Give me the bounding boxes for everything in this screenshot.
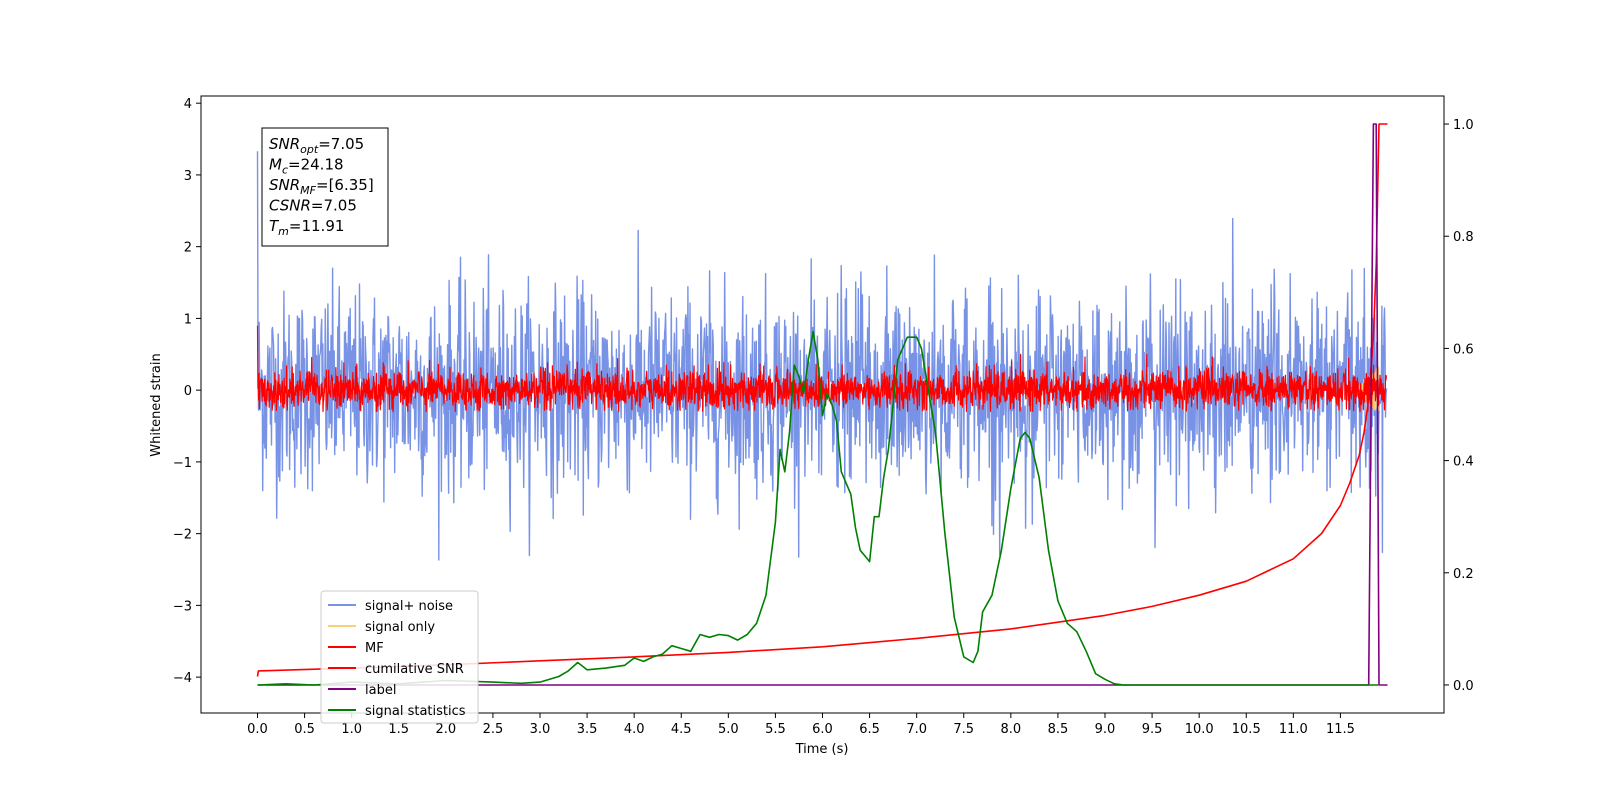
annotation-line: SNRopt=7.05 <box>269 135 364 156</box>
legend-label: label <box>365 683 396 698</box>
annotation-subscript: c <box>282 164 288 177</box>
series-line-signal-statistics <box>257 330 1379 686</box>
x-tick-label: 1.0 <box>341 722 362 737</box>
annotation-line: CSNR=7.05 <box>269 197 357 215</box>
y2-tick-label: 0.8 <box>1453 230 1474 245</box>
annotation-line: Mc=24.18 <box>269 156 344 177</box>
x-tick-label: 5.0 <box>718 722 739 737</box>
y-tick-label: −1 <box>173 456 192 471</box>
annotation-value: =[6.35] <box>316 176 374 194</box>
y-tick-label: 0 <box>184 384 192 399</box>
y-axis-ticks: 4 3 2 1 0 −1 −2 −3 −4 <box>173 97 201 686</box>
annotation-box: SNRopt=7.05Mc=24.18SNRMF=[6.35]CSNR=7.05… <box>261 127 389 247</box>
annotation-symbol: T <box>269 217 280 235</box>
annotation-value: =7.05 <box>318 135 364 153</box>
x-tick-label: 7.0 <box>906 722 927 737</box>
annotation-line: Tm=11.91 <box>269 217 344 238</box>
x-tick-label: 9.0 <box>1095 722 1116 737</box>
series-line-mf <box>256 325 1387 413</box>
annotation-symbol: M <box>269 156 282 174</box>
x-tick-label: 6.0 <box>812 722 833 737</box>
x-tick-label: 8.0 <box>1000 722 1021 737</box>
y2-tick-label: 0.0 <box>1453 679 1474 694</box>
y2-axis-ticks: 1.0 0.8 0.6 0.4 0.2 0.0 <box>1444 118 1474 694</box>
annotation-symbol: CSNR <box>269 197 311 215</box>
y-tick-label: 1 <box>184 312 192 327</box>
x-tick-label: 1.5 <box>388 722 409 737</box>
x-axis-label: Time (s) <box>795 742 849 757</box>
x-tick-label: 10.0 <box>1185 722 1214 737</box>
x-tick-label: 3.5 <box>577 722 598 737</box>
annotation-subscript: opt <box>300 143 319 156</box>
legend-label: MF <box>365 641 384 656</box>
y-axis-label: Whitened strain <box>149 353 164 456</box>
legend-label: signal only <box>365 620 435 635</box>
x-tick-label: 11.0 <box>1279 722 1308 737</box>
x-tick-label: 2.5 <box>483 722 504 737</box>
legend-label: signal+ noise <box>365 599 453 614</box>
annotation-value: =7.05 <box>311 197 357 215</box>
x-tick-label: 8.5 <box>1048 722 1069 737</box>
annotation-frame <box>261 127 389 247</box>
annotation-line: SNRMF=[6.35] <box>269 176 374 197</box>
x-axis-ticks: 0.0 0.5 1.0 1.5 2.0 2.5 3.0 3.5 4.0 4.5 5.0 5.5 6.0 6… <box>247 713 1355 737</box>
annotation-symbol: SNR <box>269 135 300 153</box>
legend-label: cumilative SNR <box>365 662 464 677</box>
x-tick-label: 3.0 <box>530 722 551 737</box>
annotation-subscript: MF <box>300 184 316 197</box>
x-tick-label: 9.5 <box>1142 722 1163 737</box>
y2-tick-label: 0.2 <box>1453 567 1474 582</box>
annotation-value: =24.18 <box>288 156 344 174</box>
y2-tick-label: 0.6 <box>1453 342 1474 357</box>
x-tick-label: 5.5 <box>765 722 786 737</box>
series-line-cumilative-snr <box>256 123 1388 677</box>
x-tick-label: 10.5 <box>1232 722 1261 737</box>
y-tick-label: −2 <box>173 528 192 543</box>
x-tick-label: 0.5 <box>294 722 315 737</box>
annotation-value: =11.91 <box>289 217 345 235</box>
x-tick-label: 4.5 <box>671 722 692 737</box>
y-tick-label: −3 <box>173 599 192 614</box>
x-tick-label: 7.5 <box>953 722 974 737</box>
x-tick-label: 2.0 <box>435 722 456 737</box>
annotation-symbol: SNR <box>269 176 300 194</box>
legend: signal+ noise signal only MF cumilative SNR… <box>320 590 479 724</box>
series-layer <box>256 123 1388 686</box>
legend-label: signal statistics <box>365 704 466 719</box>
y-tick-label: 4 <box>184 97 192 112</box>
y-tick-label: 2 <box>184 241 192 256</box>
x-tick-label: 0.0 <box>247 722 268 737</box>
x-tick-label: 4.0 <box>624 722 645 737</box>
y-tick-label: −4 <box>173 671 192 686</box>
y2-tick-label: 1.0 <box>1453 118 1474 133</box>
y-tick-label: 3 <box>184 169 192 184</box>
x-tick-label: 11.5 <box>1326 722 1355 737</box>
annotation-subscript: m <box>278 225 289 238</box>
x-tick-label: 6.5 <box>859 722 880 737</box>
y2-tick-label: 0.4 <box>1453 455 1474 470</box>
legend-frame <box>320 590 479 724</box>
